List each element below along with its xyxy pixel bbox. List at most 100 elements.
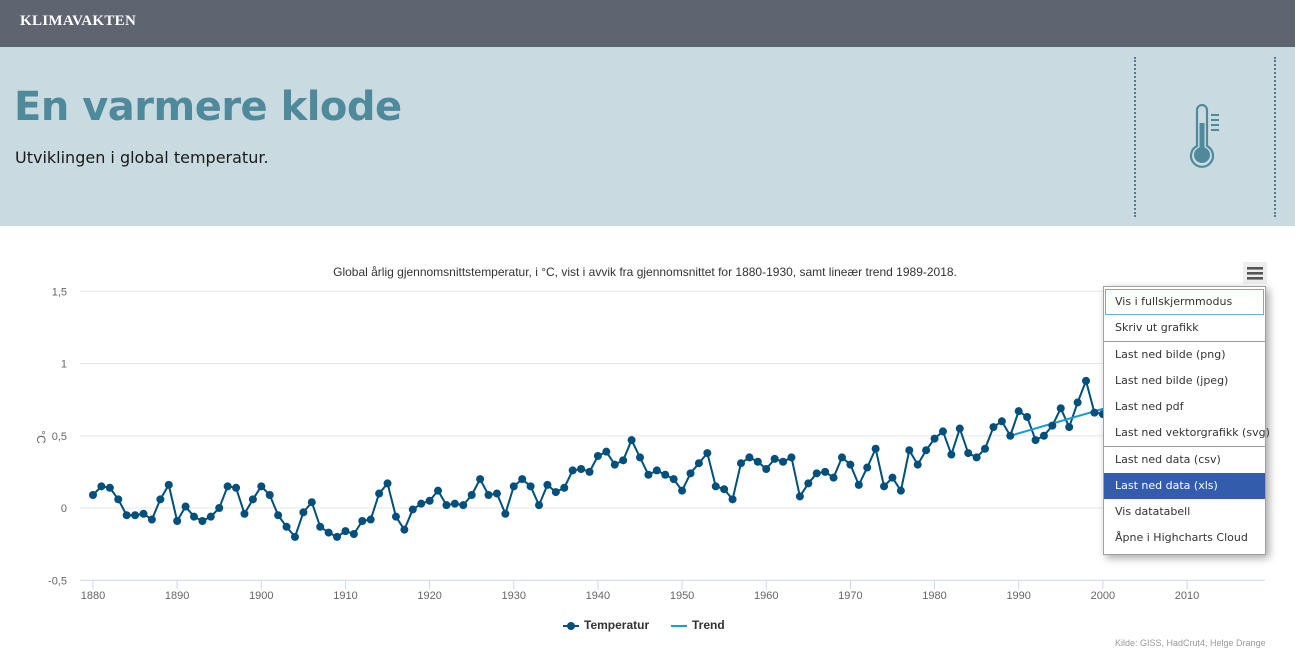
temperature-point[interactable] (1048, 421, 1057, 430)
temperature-point[interactable] (198, 517, 207, 526)
menu-item-download-csv[interactable]: Last ned data (csv) (1115, 453, 1221, 466)
menu-item-download-svg[interactable]: Last ned vektorgrafikk (svg) (1115, 426, 1270, 439)
temperature-point[interactable] (333, 532, 342, 541)
temperature-point[interactable] (610, 460, 619, 469)
temperature-point[interactable] (383, 479, 392, 488)
temperature-point[interactable] (888, 473, 897, 482)
temperature-point[interactable] (669, 475, 678, 484)
menu-item-open-highcharts-cloud[interactable]: Åpne i Highcharts Cloud (1115, 531, 1248, 544)
temperature-point[interactable] (105, 483, 114, 492)
temperature-point[interactable] (593, 451, 602, 460)
temperature-point[interactable] (728, 495, 737, 504)
temperature-point[interactable] (164, 480, 173, 489)
temperature-point[interactable] (762, 464, 771, 473)
temperature-point[interactable] (938, 427, 947, 436)
temperature-point[interactable] (467, 490, 476, 499)
menu-item-fullscreen[interactable]: Vis i fullskjermmodus (1105, 289, 1264, 315)
temperature-point[interactable] (131, 511, 140, 520)
temperature-point[interactable] (417, 499, 426, 508)
temperature-point[interactable] (232, 483, 241, 492)
menu-item-download-png[interactable]: Last ned bilde (png) (1115, 348, 1226, 361)
temperature-point[interactable] (711, 482, 720, 491)
temperature-point[interactable] (678, 486, 687, 495)
legend-item-temperature[interactable]: Temperatur (584, 618, 650, 632)
temperature-point[interactable] (375, 489, 384, 498)
temperature-point[interactable] (955, 424, 964, 433)
temperature-point[interactable] (686, 469, 695, 478)
temperature-point[interactable] (989, 423, 998, 432)
temperature-point[interactable] (1073, 398, 1082, 407)
temperature-point[interactable] (795, 492, 804, 501)
temperature-point[interactable] (265, 490, 274, 499)
temperature-point[interactable] (400, 525, 409, 534)
temperature-point[interactable] (492, 489, 501, 498)
temperature-point[interactable] (1006, 431, 1015, 440)
temperature-point[interactable] (981, 444, 990, 453)
temperature-point[interactable] (1039, 431, 1048, 440)
temperature-point[interactable] (922, 446, 931, 455)
temperature-point[interactable] (366, 515, 375, 524)
menu-item-view-data-table[interactable]: Vis datatabell (1115, 505, 1191, 518)
temperature-point[interactable] (972, 453, 981, 462)
temperature-point[interactable] (787, 453, 796, 462)
temperature-point[interactable] (257, 482, 266, 491)
temperature-point[interactable] (1014, 407, 1023, 416)
temperature-point[interactable] (114, 495, 123, 504)
temperature-point[interactable] (139, 509, 148, 518)
temperature-point[interactable] (585, 467, 594, 476)
temperature-point[interactable] (821, 467, 830, 476)
temperature-point[interactable] (636, 453, 644, 462)
temperature-point[interactable] (880, 482, 889, 491)
temperature-point[interactable] (871, 444, 880, 453)
menu-item-download-jpeg[interactable]: Last ned bilde (jpeg) (1115, 374, 1229, 387)
temperature-point[interactable] (501, 509, 510, 518)
temperature-point[interactable] (745, 453, 754, 462)
temperature-point[interactable] (518, 475, 527, 484)
temperature-point[interactable] (282, 522, 291, 531)
temperature-point[interactable] (1023, 412, 1032, 421)
temperature-point[interactable] (434, 486, 443, 495)
temperature-point[interactable] (324, 528, 333, 537)
temperature-point[interactable] (846, 460, 855, 469)
temperature-point[interactable] (484, 490, 493, 499)
temperature-point[interactable] (290, 532, 299, 541)
temperature-point[interactable] (829, 473, 838, 482)
temperature-point[interactable] (240, 509, 249, 518)
temperature-point[interactable] (147, 515, 156, 524)
temperature-point[interactable] (627, 436, 636, 445)
temperature-point[interactable] (804, 479, 813, 488)
temperature-point[interactable] (896, 486, 905, 495)
temperature-point[interactable] (358, 517, 367, 526)
temperature-point[interactable] (526, 482, 535, 491)
temperature-point[interactable] (812, 469, 821, 478)
temperature-point[interactable] (509, 482, 518, 491)
menu-item-print[interactable]: Skriv ut grafikk (1115, 321, 1199, 334)
temperature-point[interactable] (577, 464, 586, 473)
temperature-point[interactable] (1090, 408, 1099, 417)
temperature-point[interactable] (551, 488, 560, 497)
temperature-point[interactable] (181, 502, 190, 511)
chart-credits[interactable]: Kilde: GISS, HadCrut4, Helge Drange (1115, 638, 1266, 648)
temperature-point[interactable] (703, 449, 712, 458)
temperature-point[interactable] (189, 512, 198, 521)
temperature-point[interactable] (770, 454, 779, 463)
temperature-point[interactable] (97, 482, 106, 491)
brand-logo[interactable]: KLIMAVAKTEN (20, 13, 137, 29)
temperature-point[interactable] (947, 450, 956, 459)
temperature-point[interactable] (341, 527, 350, 536)
temperature-point[interactable] (560, 483, 569, 492)
temperature-point[interactable] (391, 512, 400, 521)
temperature-point[interactable] (274, 511, 283, 520)
temperature-point[interactable] (1056, 404, 1065, 413)
temperature-point[interactable] (535, 501, 544, 510)
temperature-point[interactable] (450, 499, 459, 508)
temperature-point[interactable] (223, 482, 232, 491)
temperature-point[interactable] (425, 496, 434, 505)
temperature-point[interactable] (661, 470, 670, 479)
temperature-point[interactable] (619, 456, 628, 465)
temperature-point[interactable] (349, 530, 358, 539)
temperature-point[interactable] (930, 434, 939, 443)
temperature-point[interactable] (248, 495, 257, 504)
temperature-point[interactable] (442, 501, 451, 510)
temperature-point[interactable] (854, 480, 863, 489)
